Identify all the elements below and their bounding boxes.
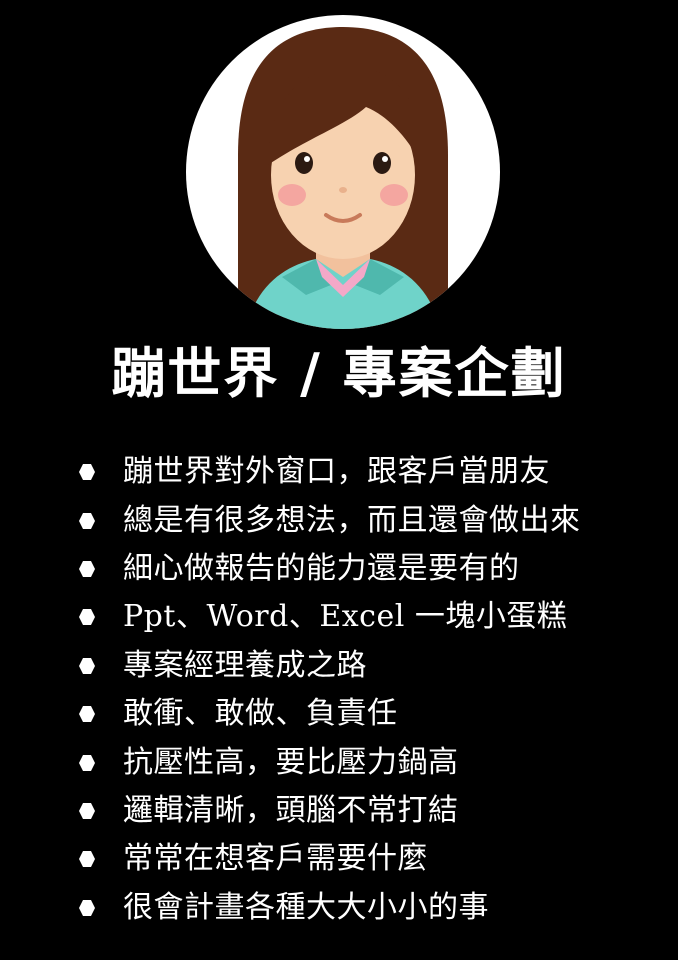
hexagon-bullet-icon [78, 512, 96, 530]
list-item-text: 邏輯清晰，頭腦不常打結 [123, 792, 459, 828]
list-item-text: 常常在想客戶需要什麼 [123, 841, 428, 877]
list-item: Ppt、Word、Excel 一塊小蛋糕 [78, 593, 658, 641]
list-item: 抗壓性高，要比壓力鍋高 [78, 738, 658, 786]
list-item: 邏輯清晰，頭腦不常打結 [78, 787, 658, 835]
list-item-text: 很會計畫各種大大小小的事 [123, 889, 489, 925]
profile-avatar [186, 15, 500, 329]
list-item: 很會計畫各種大大小小的事 [78, 884, 658, 932]
list-item-text: Ppt、Word、Excel 一塊小蛋糕 [123, 599, 568, 635]
list-item: 敢衝、敢做、負責任 [78, 690, 658, 738]
page-title: 蹦世界 / 專案企劃 [111, 341, 567, 405]
list-item-text: 敢衝、敢做、負責任 [123, 696, 398, 732]
hexagon-bullet-icon [78, 754, 96, 772]
hexagon-bullet-icon [78, 463, 96, 481]
hexagon-bullet-icon [78, 705, 96, 723]
hexagon-bullet-icon [78, 560, 96, 578]
list-item-text: 抗壓性高，要比壓力鍋高 [123, 744, 459, 780]
list-item: 蹦世界對外窗口，跟客戶當朋友 [78, 448, 658, 496]
list-item: 總是有很多想法，而且還會做出來 [78, 496, 658, 544]
girl-avatar-icon [238, 27, 448, 329]
hexagon-bullet-icon [78, 802, 96, 820]
hexagon-bullet-icon [78, 850, 96, 868]
bullet-list: 蹦世界對外窗口，跟客戶當朋友 總是有很多想法，而且還會做出來 細心做報告的能力還… [78, 448, 658, 932]
list-item-text: 總是有很多想法，而且還會做出來 [123, 502, 581, 538]
hexagon-bullet-icon [78, 657, 96, 675]
list-item-text: 專案經理養成之路 [123, 647, 367, 683]
list-item: 專案經理養成之路 [78, 642, 658, 690]
list-item-text: 細心做報告的能力還是要有的 [123, 550, 520, 586]
list-item: 常常在想客戶需要什麼 [78, 835, 658, 883]
hexagon-bullet-icon [78, 608, 96, 626]
list-item-text: 蹦世界對外窗口，跟客戶當朋友 [123, 454, 550, 490]
hexagon-bullet-icon [78, 899, 96, 917]
list-item: 細心做報告的能力還是要有的 [78, 545, 658, 593]
